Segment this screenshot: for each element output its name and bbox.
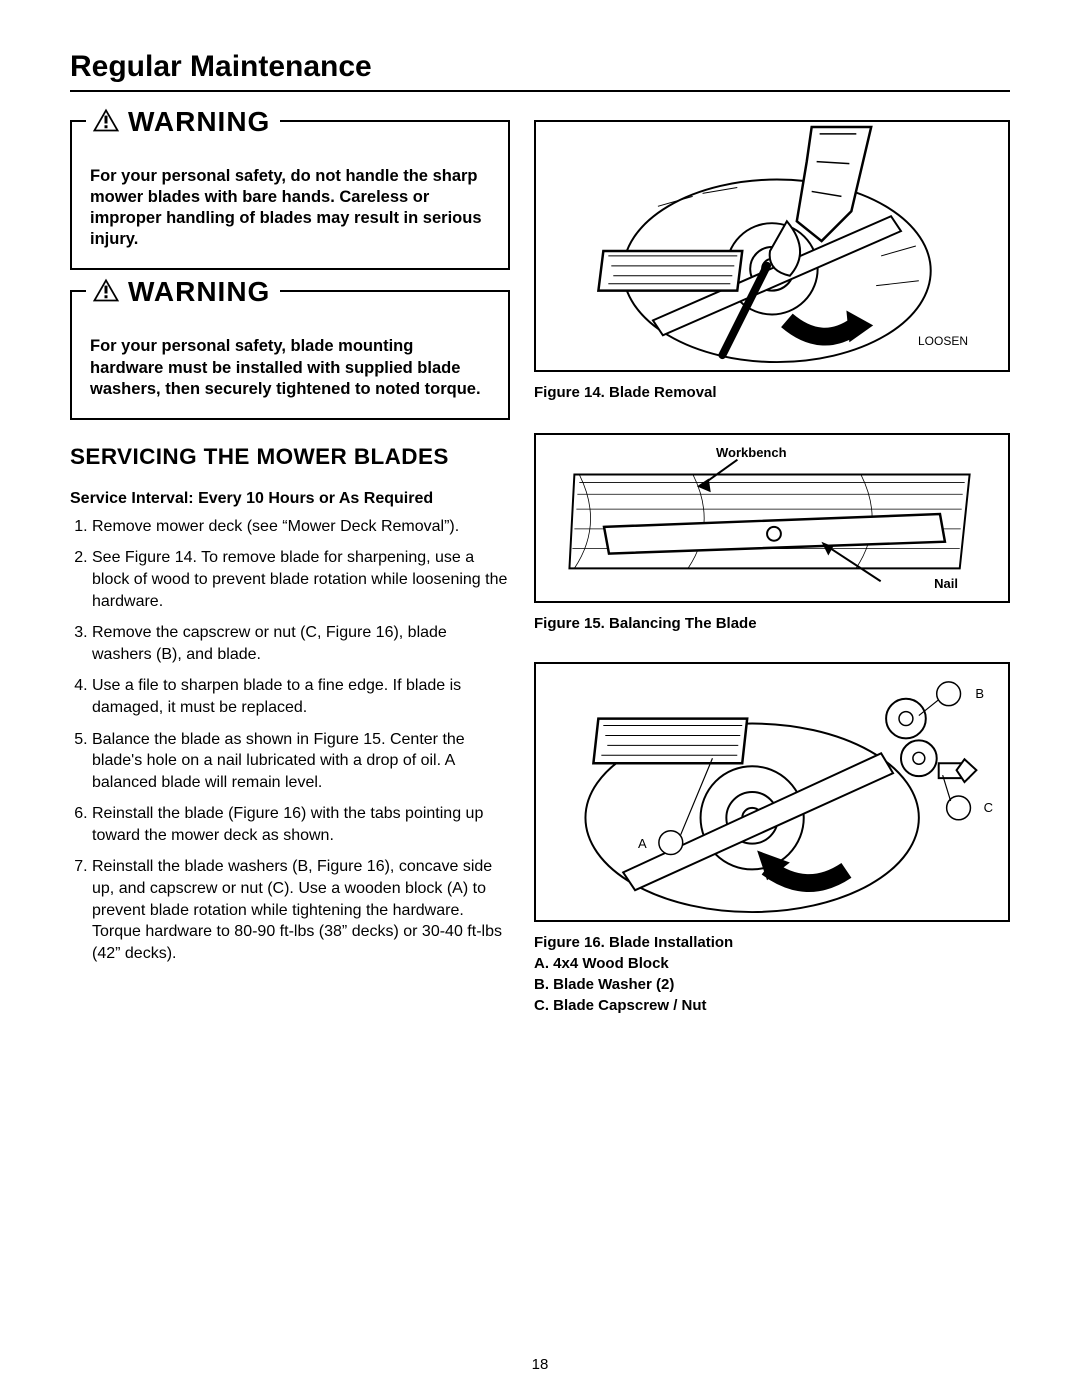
- workbench-label: Workbench: [716, 445, 787, 460]
- blade-installation-illustration: [536, 664, 1008, 920]
- service-steps: Remove mower deck (see “Mower Deck Remov…: [70, 516, 510, 965]
- service-interval: Service Interval: Every 10 Hours or As R…: [70, 490, 510, 508]
- blade-removal-illustration: [536, 122, 1008, 370]
- page-title: Regular Maintenance: [70, 50, 1010, 84]
- warning-box-1: WARNING For your personal safety, do not…: [70, 120, 510, 270]
- fig16-cap-line: Figure 16. Blade Installation: [534, 932, 1010, 953]
- step: Use a file to sharpen blade to a fine ed…: [92, 675, 510, 718]
- step: Balance the blade as shown in Figure 15.…: [92, 729, 510, 794]
- warning-text-1: For your personal safety, do not handle …: [90, 166, 490, 250]
- figure-16: A B C: [534, 662, 1010, 922]
- content-columns: WARNING For your personal safety, do not…: [70, 120, 1010, 1016]
- step: Reinstall the blade washers (B, Figure 1…: [92, 856, 510, 964]
- warning-icon: [92, 277, 120, 308]
- callout-a: A: [638, 836, 647, 851]
- fig16-cap-line: C. Blade Capscrew / Nut: [534, 995, 1010, 1016]
- loosen-label: LOOSEN: [918, 334, 968, 348]
- step: Remove mower deck (see “Mower Deck Remov…: [92, 516, 510, 538]
- step: See Figure 14. To remove blade for sharp…: [92, 547, 510, 612]
- step: Reinstall the blade (Figure 16) with the…: [92, 803, 510, 846]
- figure-15: Workbench Nail: [534, 433, 1010, 603]
- warning-box-2: WARNING For your personal safety, blade …: [70, 290, 510, 419]
- warning-text-2: For your personal safety, blade mounting…: [90, 336, 490, 399]
- figure-14-caption: Figure 14. Blade Removal: [534, 382, 1010, 403]
- warning-header-1: WARNING: [86, 106, 280, 138]
- warning-label: WARNING: [128, 106, 270, 138]
- section-heading: SERVICING THE MOWER BLADES: [70, 444, 510, 470]
- figure-15-caption: Figure 15. Balancing The Blade: [534, 613, 1010, 634]
- right-column: LOOSEN Figure 14. Blade Removal Workbenc…: [534, 120, 1010, 1016]
- warning-icon: [92, 107, 120, 138]
- fig16-cap-line: B. Blade Washer (2): [534, 974, 1010, 995]
- warning-label: WARNING: [128, 276, 270, 308]
- callout-c: C: [984, 800, 993, 815]
- warning-header-2: WARNING: [86, 276, 280, 308]
- figure-14: LOOSEN: [534, 120, 1010, 372]
- step: Remove the capscrew or nut (C, Figure 16…: [92, 622, 510, 665]
- figure-16-caption: Figure 16. Blade Installation A. 4x4 Woo…: [534, 932, 1010, 1016]
- fig16-cap-line: A. 4x4 Wood Block: [534, 953, 1010, 974]
- callout-b: B: [975, 686, 984, 701]
- page-number: 18: [532, 1356, 549, 1373]
- left-column: WARNING For your personal safety, do not…: [70, 120, 510, 1016]
- title-rule: [70, 90, 1010, 92]
- nail-label: Nail: [934, 576, 958, 591]
